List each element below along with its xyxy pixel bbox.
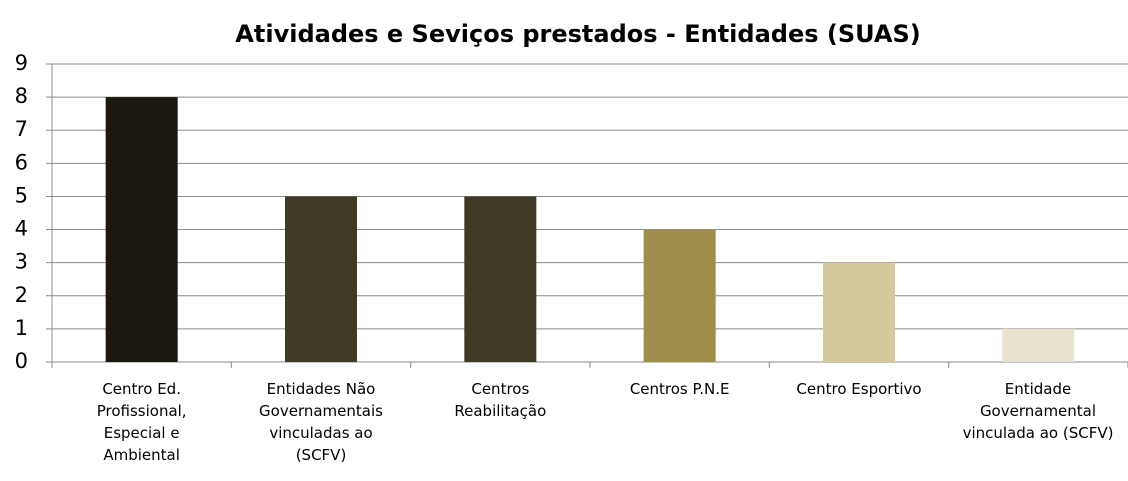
bar bbox=[643, 229, 716, 362]
bar bbox=[464, 196, 537, 362]
x-tick-label: Entidades Não Governamentais vinculadas … bbox=[259, 380, 383, 464]
bar bbox=[105, 97, 178, 362]
y-tick-label: 7 bbox=[15, 117, 28, 141]
y-tick-label: 4 bbox=[15, 217, 28, 241]
x-tick-label: Centros P.N.E bbox=[629, 380, 730, 398]
chart-title: Atividades e Seviços prestados - Entidad… bbox=[235, 20, 920, 48]
y-tick-label: 0 bbox=[15, 349, 28, 373]
bar bbox=[285, 196, 357, 362]
x-tick-label: Entidade Governamental vinculada ao (SCF… bbox=[962, 380, 1114, 442]
y-tick-label: 8 bbox=[15, 84, 28, 108]
x-tick-label: Centro Ed. Profissional, Especial e Ambi… bbox=[96, 380, 187, 464]
y-tick-label: 5 bbox=[15, 183, 28, 207]
bar bbox=[823, 262, 895, 362]
y-tick-label: 1 bbox=[15, 316, 28, 340]
y-tick-label: 2 bbox=[15, 283, 28, 307]
y-tick-label: 3 bbox=[15, 250, 28, 274]
y-tick-label: 9 bbox=[15, 51, 28, 75]
bar bbox=[1002, 328, 1075, 362]
x-tick-label: Centros Reabilitação bbox=[454, 380, 547, 420]
x-tick-label: Centro Esportivo bbox=[796, 380, 922, 398]
y-tick-label: 6 bbox=[15, 150, 28, 174]
